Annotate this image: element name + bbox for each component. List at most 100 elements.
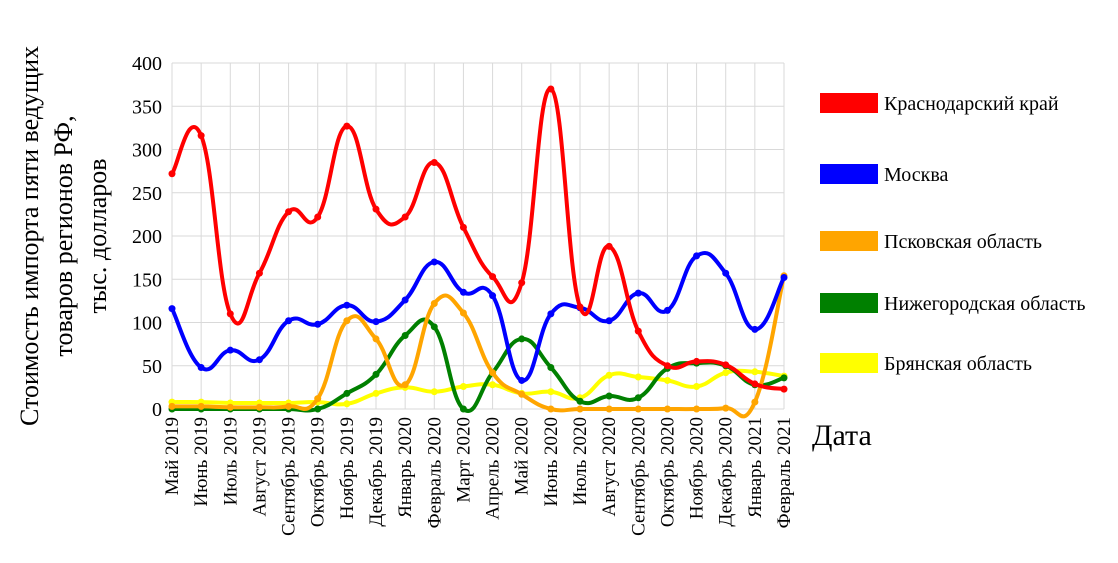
series-1	[168, 250, 788, 384]
x-tick-label: Февраль 2021	[774, 417, 795, 528]
data-point	[576, 303, 584, 311]
data-point	[255, 403, 263, 411]
x-tick-labels: Май 2019 Июнь 2019 Июль 2019 Август 2019 Сен…	[162, 417, 795, 536]
data-point	[314, 395, 322, 403]
data-point	[634, 405, 642, 413]
data-point	[401, 296, 409, 304]
data-point	[489, 369, 497, 377]
series-lines	[168, 85, 788, 419]
data-point	[634, 373, 642, 381]
x-tick-label: Июль 2020	[570, 417, 591, 505]
x-tick-label: Ноябрь 2019	[337, 417, 358, 519]
x-tick-label: Июль 2019	[220, 417, 241, 505]
data-point	[576, 397, 584, 405]
data-point	[255, 356, 263, 364]
x-axis-label: Дата	[812, 419, 872, 452]
data-point	[518, 335, 526, 343]
data-point	[430, 299, 438, 307]
y-tick-label: 150	[132, 269, 162, 291]
x-tick-label: Май 2020	[512, 417, 533, 495]
data-point	[489, 273, 497, 281]
x-tick-label: Декабрь 2020	[716, 417, 737, 527]
data-point	[780, 385, 788, 393]
data-point	[663, 405, 671, 413]
legend-item: Краснодарский край	[820, 93, 1059, 115]
legend-item: Брянская область	[820, 353, 1032, 375]
data-point	[489, 381, 497, 389]
data-point	[547, 85, 555, 93]
legend-swatch	[820, 353, 878, 373]
data-point	[226, 403, 234, 411]
data-point	[401, 213, 409, 221]
data-point	[430, 258, 438, 266]
data-point	[459, 288, 467, 296]
data-point	[518, 279, 526, 287]
data-point	[168, 170, 176, 178]
data-point	[459, 309, 467, 317]
legend-item: Нижегородская область	[820, 293, 1086, 315]
data-point	[197, 402, 205, 410]
data-point	[663, 306, 671, 314]
data-point	[401, 331, 409, 339]
x-tick-label: Июнь 2020	[541, 417, 562, 507]
y-axis-label-line: Стоимость импорта пяти ведущих	[15, 46, 44, 426]
data-point	[401, 381, 409, 389]
y-tick-label: 200	[132, 226, 162, 248]
x-tick-label: Январь 2021	[745, 417, 766, 518]
data-point	[693, 405, 701, 413]
x-tick-label: Сентябрь 2019	[279, 417, 300, 536]
data-point	[693, 357, 701, 365]
legend-swatch	[820, 293, 878, 313]
y-tick-labels: 0 50 100 150 200 250 300 350 400	[132, 53, 162, 421]
data-point	[226, 310, 234, 318]
data-point	[751, 398, 759, 406]
series-line	[170, 273, 786, 419]
data-point	[430, 323, 438, 331]
data-point	[634, 327, 642, 335]
legend-swatch	[820, 164, 878, 184]
y-tick-label: 50	[142, 356, 162, 378]
y-tick-label: 0	[152, 399, 162, 421]
data-point	[459, 383, 467, 391]
data-point	[605, 242, 613, 250]
x-tick-label: Апрель 2020	[483, 417, 504, 520]
data-point	[197, 363, 205, 371]
data-point	[226, 346, 234, 354]
data-point	[605, 405, 613, 413]
series-line	[170, 250, 786, 383]
data-point	[693, 383, 701, 391]
y-tick-label: 300	[132, 140, 162, 162]
data-point	[751, 368, 759, 376]
data-point	[663, 376, 671, 384]
data-point	[780, 374, 788, 382]
legend-label: Брянская область	[884, 353, 1032, 375]
x-tick-label: Август 2020	[599, 417, 620, 516]
data-point	[430, 388, 438, 396]
data-point	[780, 274, 788, 282]
data-point	[459, 223, 467, 231]
legend-label: Нижегородская область	[884, 293, 1086, 315]
x-tick-label: Октябрь 2020	[657, 417, 678, 527]
x-tick-label: Февраль 2020	[424, 417, 445, 528]
data-point	[285, 402, 293, 410]
data-point	[605, 371, 613, 379]
data-point	[634, 289, 642, 297]
data-point	[693, 252, 701, 260]
data-point	[285, 208, 293, 216]
data-point	[547, 388, 555, 396]
data-point	[489, 292, 497, 300]
data-point	[168, 305, 176, 313]
y-axis-label-line: товаров регионов РФ,	[49, 115, 78, 356]
data-point	[343, 122, 351, 130]
data-point	[722, 369, 730, 377]
legend-label: Псковская область	[884, 231, 1042, 253]
data-point	[722, 361, 730, 369]
legend-label: Краснодарский край	[884, 93, 1059, 115]
data-point	[722, 404, 730, 412]
data-point	[430, 158, 438, 166]
data-point	[576, 405, 584, 413]
data-point	[343, 400, 351, 408]
series-line	[170, 368, 786, 407]
data-point	[343, 317, 351, 325]
data-point	[285, 317, 293, 325]
